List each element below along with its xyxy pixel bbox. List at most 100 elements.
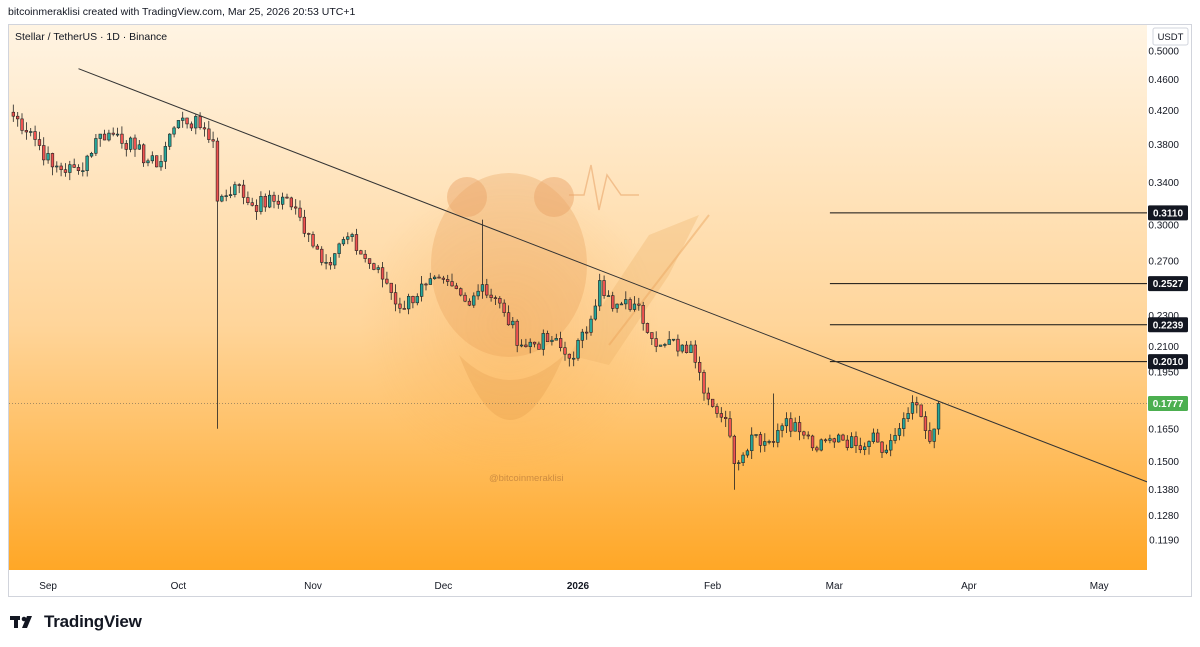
candle[interactable] xyxy=(763,433,767,452)
candle[interactable] xyxy=(276,194,281,209)
candle[interactable] xyxy=(415,293,419,306)
candle[interactable] xyxy=(59,162,63,177)
candle[interactable] xyxy=(55,161,59,173)
candle[interactable] xyxy=(684,341,689,354)
candle[interactable] xyxy=(776,423,780,448)
candle[interactable] xyxy=(168,133,172,150)
candle[interactable] xyxy=(480,219,485,299)
candle[interactable] xyxy=(472,292,476,308)
candle[interactable] xyxy=(936,401,941,435)
candle[interactable] xyxy=(211,131,215,148)
candle[interactable] xyxy=(584,326,589,340)
candle[interactable] xyxy=(307,232,311,242)
candle[interactable] xyxy=(220,194,224,203)
candle[interactable] xyxy=(376,265,380,274)
candle[interactable] xyxy=(24,122,29,140)
candle[interactable] xyxy=(129,136,133,153)
candle[interactable] xyxy=(732,434,737,490)
candle[interactable] xyxy=(632,296,637,312)
tradingview-footer[interactable]: TradingView xyxy=(10,612,142,632)
candle[interactable] xyxy=(706,387,711,406)
candle[interactable] xyxy=(876,428,880,443)
candle[interactable] xyxy=(107,129,111,142)
candle[interactable] xyxy=(719,407,724,423)
candle[interactable] xyxy=(815,445,819,453)
candle[interactable] xyxy=(493,295,498,306)
candle[interactable] xyxy=(155,155,159,168)
candle[interactable] xyxy=(537,341,541,350)
candle[interactable] xyxy=(893,428,897,444)
candle[interactable] xyxy=(797,415,802,441)
candle[interactable] xyxy=(346,232,350,245)
candle[interactable] xyxy=(841,433,845,441)
candle[interactable] xyxy=(780,423,784,438)
candle[interactable] xyxy=(437,274,441,279)
candle[interactable] xyxy=(419,276,424,302)
candle[interactable] xyxy=(619,301,624,306)
candle[interactable] xyxy=(233,181,237,198)
candle[interactable] xyxy=(919,404,923,418)
time-axis[interactable] xyxy=(9,570,1147,597)
candle[interactable] xyxy=(11,104,16,122)
candle[interactable] xyxy=(259,191,263,215)
candle[interactable] xyxy=(571,351,576,367)
candle[interactable] xyxy=(463,292,467,303)
candle[interactable] xyxy=(476,284,480,300)
candle[interactable] xyxy=(823,438,828,443)
candle[interactable] xyxy=(424,282,428,291)
candle[interactable] xyxy=(750,427,754,459)
candle[interactable] xyxy=(185,117,189,129)
candle[interactable] xyxy=(519,339,524,348)
trendline[interactable] xyxy=(78,68,1152,484)
candle[interactable] xyxy=(611,291,615,312)
candle[interactable] xyxy=(228,186,233,199)
candle[interactable] xyxy=(367,258,372,269)
candle[interactable] xyxy=(202,122,207,137)
candle[interactable] xyxy=(85,154,89,177)
candle[interactable] xyxy=(602,275,606,299)
candle[interactable] xyxy=(498,296,502,309)
candle[interactable] xyxy=(320,246,324,266)
candle[interactable] xyxy=(150,151,155,164)
candle[interactable] xyxy=(576,338,580,361)
candle[interactable] xyxy=(654,331,658,353)
candle[interactable] xyxy=(137,140,142,150)
candle[interactable] xyxy=(359,249,363,255)
candle[interactable] xyxy=(723,410,728,427)
candle[interactable] xyxy=(697,356,702,381)
candle[interactable] xyxy=(363,250,367,263)
candle[interactable] xyxy=(76,164,81,175)
candle[interactable] xyxy=(854,431,858,454)
candle[interactable] xyxy=(380,262,385,288)
candle[interactable] xyxy=(928,422,932,444)
candle[interactable] xyxy=(224,189,228,202)
candle[interactable] xyxy=(862,442,867,456)
candle[interactable] xyxy=(280,192,285,210)
candle[interactable] xyxy=(120,126,124,149)
candle[interactable] xyxy=(350,232,354,242)
candle[interactable] xyxy=(50,152,55,176)
candle[interactable] xyxy=(341,236,346,246)
candle[interactable] xyxy=(293,199,298,215)
candle[interactable] xyxy=(428,272,433,285)
candle[interactable] xyxy=(102,129,107,141)
candle[interactable] xyxy=(485,278,489,299)
candle[interactable] xyxy=(737,460,741,471)
candle[interactable] xyxy=(20,113,24,135)
candle[interactable] xyxy=(337,242,341,258)
candle[interactable] xyxy=(915,396,919,414)
candle[interactable] xyxy=(454,282,459,290)
candle[interactable] xyxy=(115,127,120,137)
candle[interactable] xyxy=(645,322,650,334)
candle[interactable] xyxy=(68,160,72,181)
candle[interactable] xyxy=(328,257,333,270)
candle[interactable] xyxy=(159,155,163,171)
candle[interactable] xyxy=(745,448,750,458)
candle[interactable] xyxy=(845,435,850,451)
candle[interactable] xyxy=(728,411,732,439)
candle[interactable] xyxy=(393,284,398,312)
candle[interactable] xyxy=(198,112,202,130)
candle[interactable] xyxy=(810,434,815,451)
candle[interactable] xyxy=(558,331,563,352)
candle[interactable] xyxy=(98,133,102,147)
